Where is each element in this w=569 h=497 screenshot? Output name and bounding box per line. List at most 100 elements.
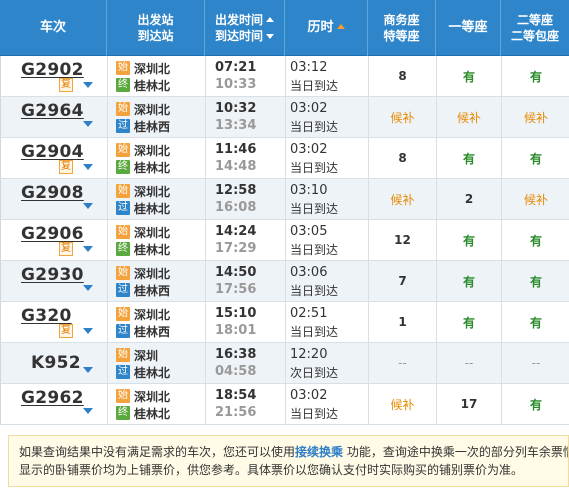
duration-value: 03:06 [290,265,328,280]
first-class-seat-cell: -- [437,343,502,383]
header-time-dep[interactable]: 出发时间 [214,13,263,27]
first-class-seat-availability[interactable]: 2 [464,192,474,206]
second-class-seat-availability[interactable]: 有 [529,151,542,166]
business-seat-availability[interactable]: 12 [394,233,411,247]
train-number-link[interactable]: G2908 [21,183,84,203]
chevron-down-icon[interactable] [83,246,93,252]
arrival-day: 当日到达 [290,243,339,257]
chevron-down-icon[interactable] [83,408,93,414]
departure-station: 始深圳北 [116,60,170,76]
first-class-seat-availability: -- [464,356,474,370]
business-seat-availability[interactable]: 候补 [390,110,415,125]
chevron-down-icon[interactable] [83,328,93,334]
sort-up-icon[interactable] [266,17,274,22]
time-cell: 18:54 21:56 [206,384,286,424]
train-number-link[interactable]: G2906 [21,224,84,244]
chevron-down-icon[interactable] [83,367,93,373]
arrival-day: 当日到达 [290,284,339,298]
station-cell: 始深圳北过桂林西 [108,97,206,137]
business-seat-availability[interactable]: 候补 [390,192,415,207]
first-class-seat-availability[interactable]: 候补 [456,110,481,125]
business-seat-availability[interactable]: 候补 [390,397,415,412]
departure-station: 始深圳 [116,347,158,363]
first-class-seat-availability[interactable]: 有 [462,315,475,330]
train-cell: K952 [1,343,108,383]
chevron-down-icon[interactable] [83,285,93,291]
header-duration[interactable]: 历时 [285,0,368,56]
arrival-station: 过桂林北 [116,200,170,216]
header-time[interactable]: 出发时间 到达时间 [205,0,285,56]
train-number-link[interactable]: K952 [31,353,81,373]
station-cell: 始深圳北过桂林北 [108,179,206,219]
duration-value: 12:20 [290,347,328,362]
time-cell: 10:32 13:34 [206,97,286,137]
transfer-link[interactable]: 接续换乘 [295,445,344,459]
second-class-seat-availability[interactable]: 有 [529,274,542,289]
second-class-seat-availability[interactable]: 有 [529,315,542,330]
header-train-label: 车次 [39,20,66,35]
business-seat-availability[interactable]: 8 [398,151,407,165]
arrival-station-name: 桂林北 [134,78,171,93]
sort-active-icon[interactable] [336,24,345,29]
arrival-station-name: 桂林北 [134,242,171,257]
second-class-seat-cell: 候补 [502,97,569,137]
train-number-link[interactable]: G320 [21,306,72,326]
arrival-day: 当日到达 [290,161,339,175]
table-row: G2930 始深圳北过桂林西 14:50 17:56 03:06 当日到达 7 有 有 [0,261,569,302]
departure-time: 10:32 [215,101,257,116]
business-seat-availability[interactable]: 1 [398,315,407,329]
table-row: G2962 始深圳北终桂林北 18:54 21:56 03:02 当日到达 候补 17 有 [0,384,569,425]
second-class-seat-availability: -- [531,356,541,370]
duration-cell: 03:06 当日到达 [286,261,369,301]
sort-down-icon[interactable] [266,34,274,39]
train-cell: G2962 [1,384,108,424]
chevron-down-icon[interactable] [83,203,93,209]
second-class-seat-availability[interactable]: 有 [529,233,542,248]
first-class-seat-availability[interactable]: 17 [460,397,478,411]
departure-station: 始深圳北 [116,183,170,199]
arrival-time: 18:01 [215,323,257,338]
first-class-seat-availability[interactable]: 有 [462,233,475,248]
train-number-link[interactable]: G2902 [21,60,84,80]
chevron-down-icon[interactable] [83,164,93,170]
table-row: G2906 复始深圳北终桂林北 14:24 17:29 03:05 当日到达 12 有有 [0,220,569,261]
first-class-seat-cell: 有 [437,302,502,342]
second-class-seat-availability[interactable]: 候补 [523,110,548,125]
table-row: G2964 始深圳北过桂林西 10:32 13:34 03:02 当日到达 候补 候补 候补 [0,97,569,138]
chevron-down-icon[interactable] [83,121,93,127]
first-class-seat-cell: 17 [437,384,502,424]
arrival-day: 次日到达 [290,366,339,380]
header-time-arr[interactable]: 到达时间 [214,29,263,43]
departure-time: 18:54 [215,388,257,403]
second-class-seat-availability[interactable]: 候补 [523,192,548,207]
header-duration-label[interactable]: 历时 [307,20,334,35]
arrival-day: 当日到达 [290,407,339,421]
header-first: 一等座 [436,0,501,56]
train-number-link[interactable]: G2964 [21,101,84,121]
chevron-down-icon[interactable] [83,82,93,88]
second-class-seat-availability[interactable]: 有 [529,397,542,412]
business-seat-availability[interactable]: 7 [398,274,407,288]
arrival-time: 04:58 [215,364,257,379]
departure-station-name: 深圳北 [134,225,171,240]
station-cell: 始深圳北终桂林北 [108,56,206,96]
table-row: G320 复始深圳北过桂林西 15:10 18:01 02:51 当日到达 1 有有 [0,302,569,343]
train-number-link[interactable]: G2904 [21,142,84,162]
first-class-seat-availability[interactable]: 有 [462,274,475,289]
train-number-link[interactable]: G2930 [21,265,84,285]
pass-station-badge: 过 [116,324,130,338]
arrival-time: 21:56 [215,405,257,420]
first-class-seat-cell: 候补 [437,97,502,137]
train-number-link[interactable]: G2962 [21,388,84,408]
business-seat-availability[interactable]: 8 [398,69,407,83]
second-class-seat-cell: 有 [502,56,569,96]
header-second-box-label: 二等包座 [510,29,559,43]
first-class-seat-cell: 有 [437,56,502,96]
departure-station: 始深圳北 [116,224,170,240]
first-class-seat-availability[interactable]: 有 [462,151,475,166]
arrival-time: 16:08 [215,200,257,215]
arrival-time: 13:34 [215,118,257,133]
arrival-station-name: 桂林北 [134,365,171,380]
second-class-seat-availability[interactable]: 有 [529,69,542,84]
first-class-seat-availability[interactable]: 有 [462,69,475,84]
